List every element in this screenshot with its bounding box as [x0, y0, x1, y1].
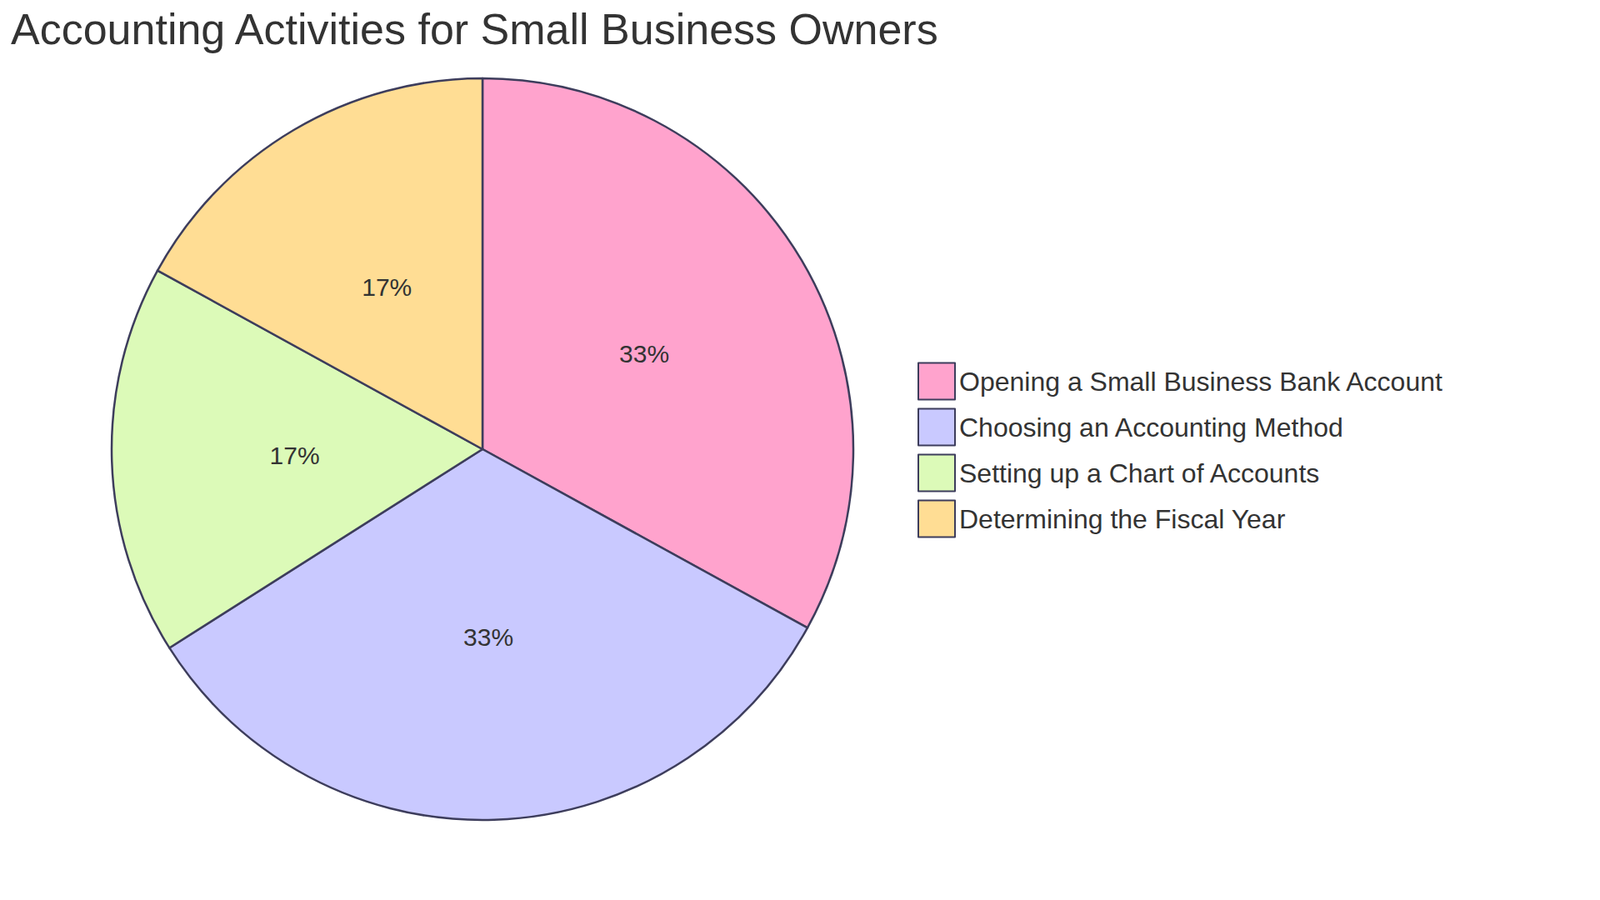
svg-text:33%: 33% [463, 623, 514, 651]
svg-text:33%: 33% [619, 340, 670, 368]
svg-text:17%: 17% [270, 441, 320, 470]
svg-text:Accounting Activities for Smal: Accounting Activities for Small Business… [10, 5, 939, 54]
svg-text:Setting up a Chart of Accounts: Setting up a Chart of Accounts [959, 458, 1320, 489]
svg-text:Choosing an Accounting Method: Choosing an Accounting Method [959, 412, 1344, 443]
svg-text:17%: 17% [361, 273, 412, 301]
svg-text:Opening a Small Business Bank: Opening a Small Business Bank Account [959, 366, 1443, 397]
svg-text:Determining the Fiscal Year: Determining the Fiscal Year [959, 504, 1286, 535]
